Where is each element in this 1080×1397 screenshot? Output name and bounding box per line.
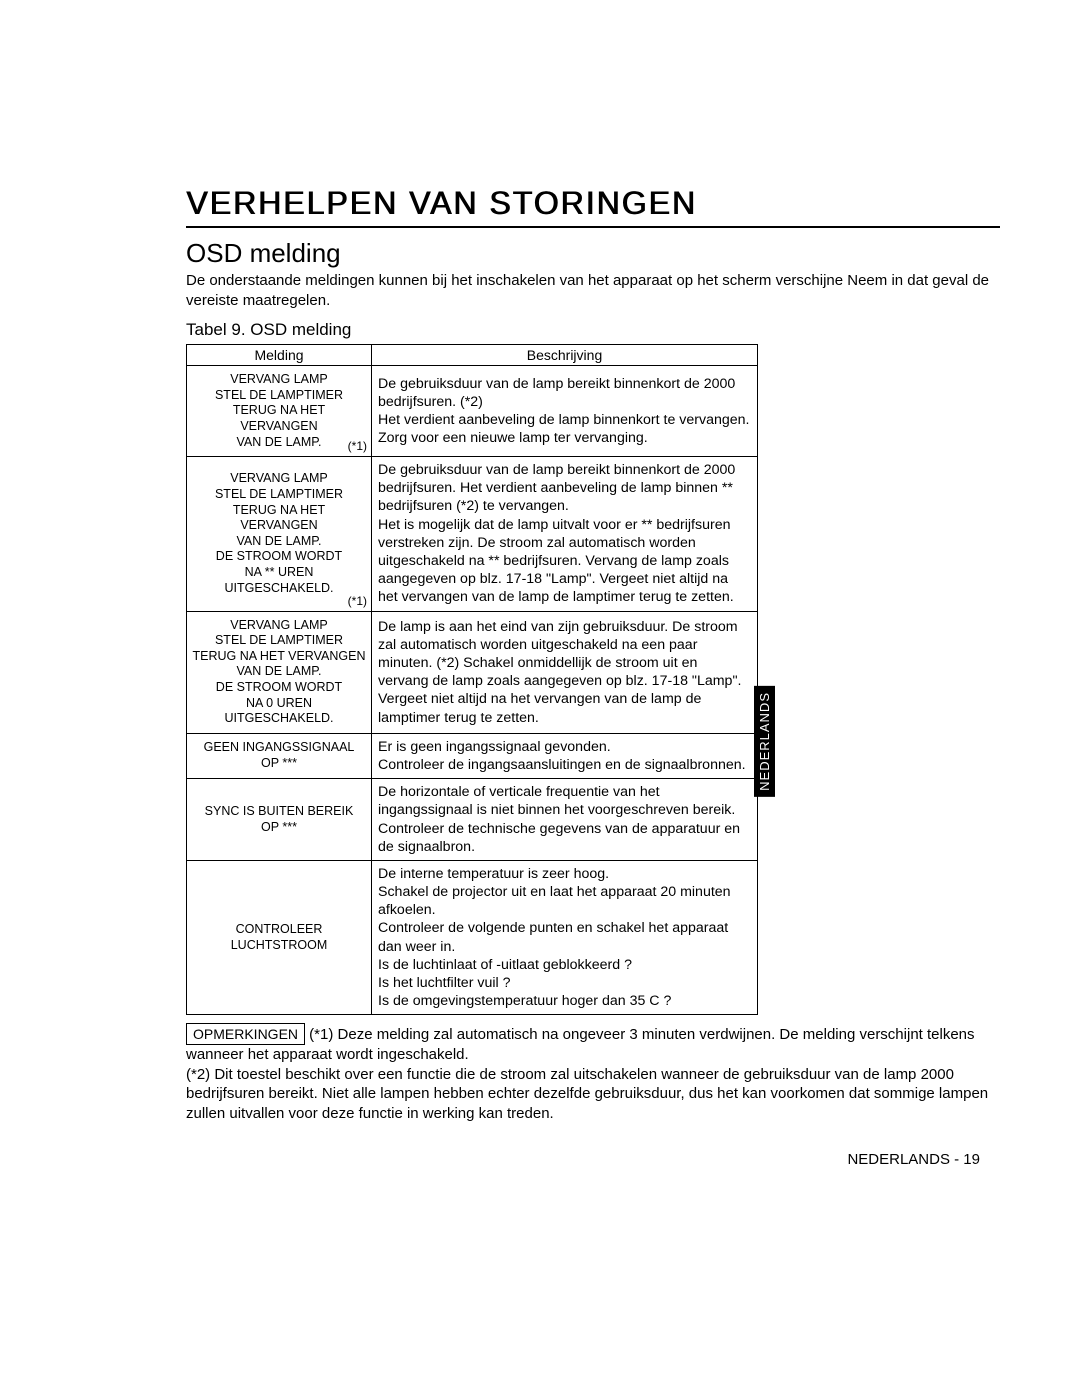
cell-beschrijving: De horizontale of verticale frequentie v… bbox=[372, 779, 758, 861]
page-footer: NEDERLANDS - 19 bbox=[186, 1151, 1000, 1168]
header-melding: Melding bbox=[187, 345, 372, 366]
cell-melding: VERVANG LAMP STEL DE LAMPTIMER TERUG NA … bbox=[187, 366, 372, 457]
cell-beschrijving: De interne temperatuur is zeer hoog. Sch… bbox=[372, 860, 758, 1014]
intro-text: De onderstaande meldingen kunnen bij het… bbox=[186, 271, 1000, 310]
footnote-mark: (*1) bbox=[348, 439, 367, 454]
language-tab: NEDERLANDS bbox=[754, 686, 775, 797]
section-subtitle: OSD melding bbox=[186, 238, 1000, 269]
cell-beschrijving: De gebruiksduur van de lamp bereikt binn… bbox=[372, 366, 758, 457]
footnote-mark: (*1) bbox=[348, 594, 367, 609]
table-row: CONTROLEER LUCHTSTROOMDe interne tempera… bbox=[187, 860, 758, 1014]
table-row: VERVANG LAMP STEL DE LAMPTIMER TERUG NA … bbox=[187, 611, 758, 733]
cell-beschrijving: De lamp is aan het eind van zijn gebruik… bbox=[372, 611, 758, 733]
osd-table: Melding Beschrijving VERVANG LAMP STEL D… bbox=[186, 344, 758, 1015]
notes-label: OPMERKINGEN bbox=[186, 1023, 305, 1045]
table-row: GEEN INGANGSSIGNAAL OP ***Er is geen ing… bbox=[187, 733, 758, 778]
cell-melding: VERVANG LAMP STEL DE LAMPTIMER TERUG NA … bbox=[187, 457, 372, 611]
cell-melding: SYNC IS BUITEN BEREIK OP *** bbox=[187, 779, 372, 861]
page-title: VERHELPEN VAN STORINGEN bbox=[186, 185, 1000, 222]
notes-text: (*1) Deze melding zal automatisch na ong… bbox=[186, 1026, 988, 1122]
cell-melding: CONTROLEER LUCHTSTROOM bbox=[187, 860, 372, 1014]
cell-beschrijving: De gebruiksduur van de lamp bereikt binn… bbox=[372, 457, 758, 611]
notes-paragraph: OPMERKINGEN (*1) Deze melding zal automa… bbox=[186, 1023, 1000, 1123]
table-row: SYNC IS BUITEN BEREIK OP ***De horizonta… bbox=[187, 779, 758, 861]
table-row: VERVANG LAMP STEL DE LAMPTIMER TERUG NA … bbox=[187, 366, 758, 457]
table-row: VERVANG LAMP STEL DE LAMPTIMER TERUG NA … bbox=[187, 457, 758, 611]
header-beschrijving: Beschrijving bbox=[372, 345, 758, 366]
table-caption: Tabel 9. OSD melding bbox=[186, 320, 1000, 340]
cell-melding: GEEN INGANGSSIGNAAL OP *** bbox=[187, 733, 372, 778]
table-header-row: Melding Beschrijving bbox=[187, 345, 758, 366]
title-rule bbox=[186, 226, 1000, 228]
cell-beschrijving: Er is geen ingangssignaal gevonden. Cont… bbox=[372, 733, 758, 778]
page: VERHELPEN VAN STORINGEN OSD melding De o… bbox=[0, 0, 1080, 1168]
cell-melding: VERVANG LAMP STEL DE LAMPTIMER TERUG NA … bbox=[187, 611, 372, 733]
